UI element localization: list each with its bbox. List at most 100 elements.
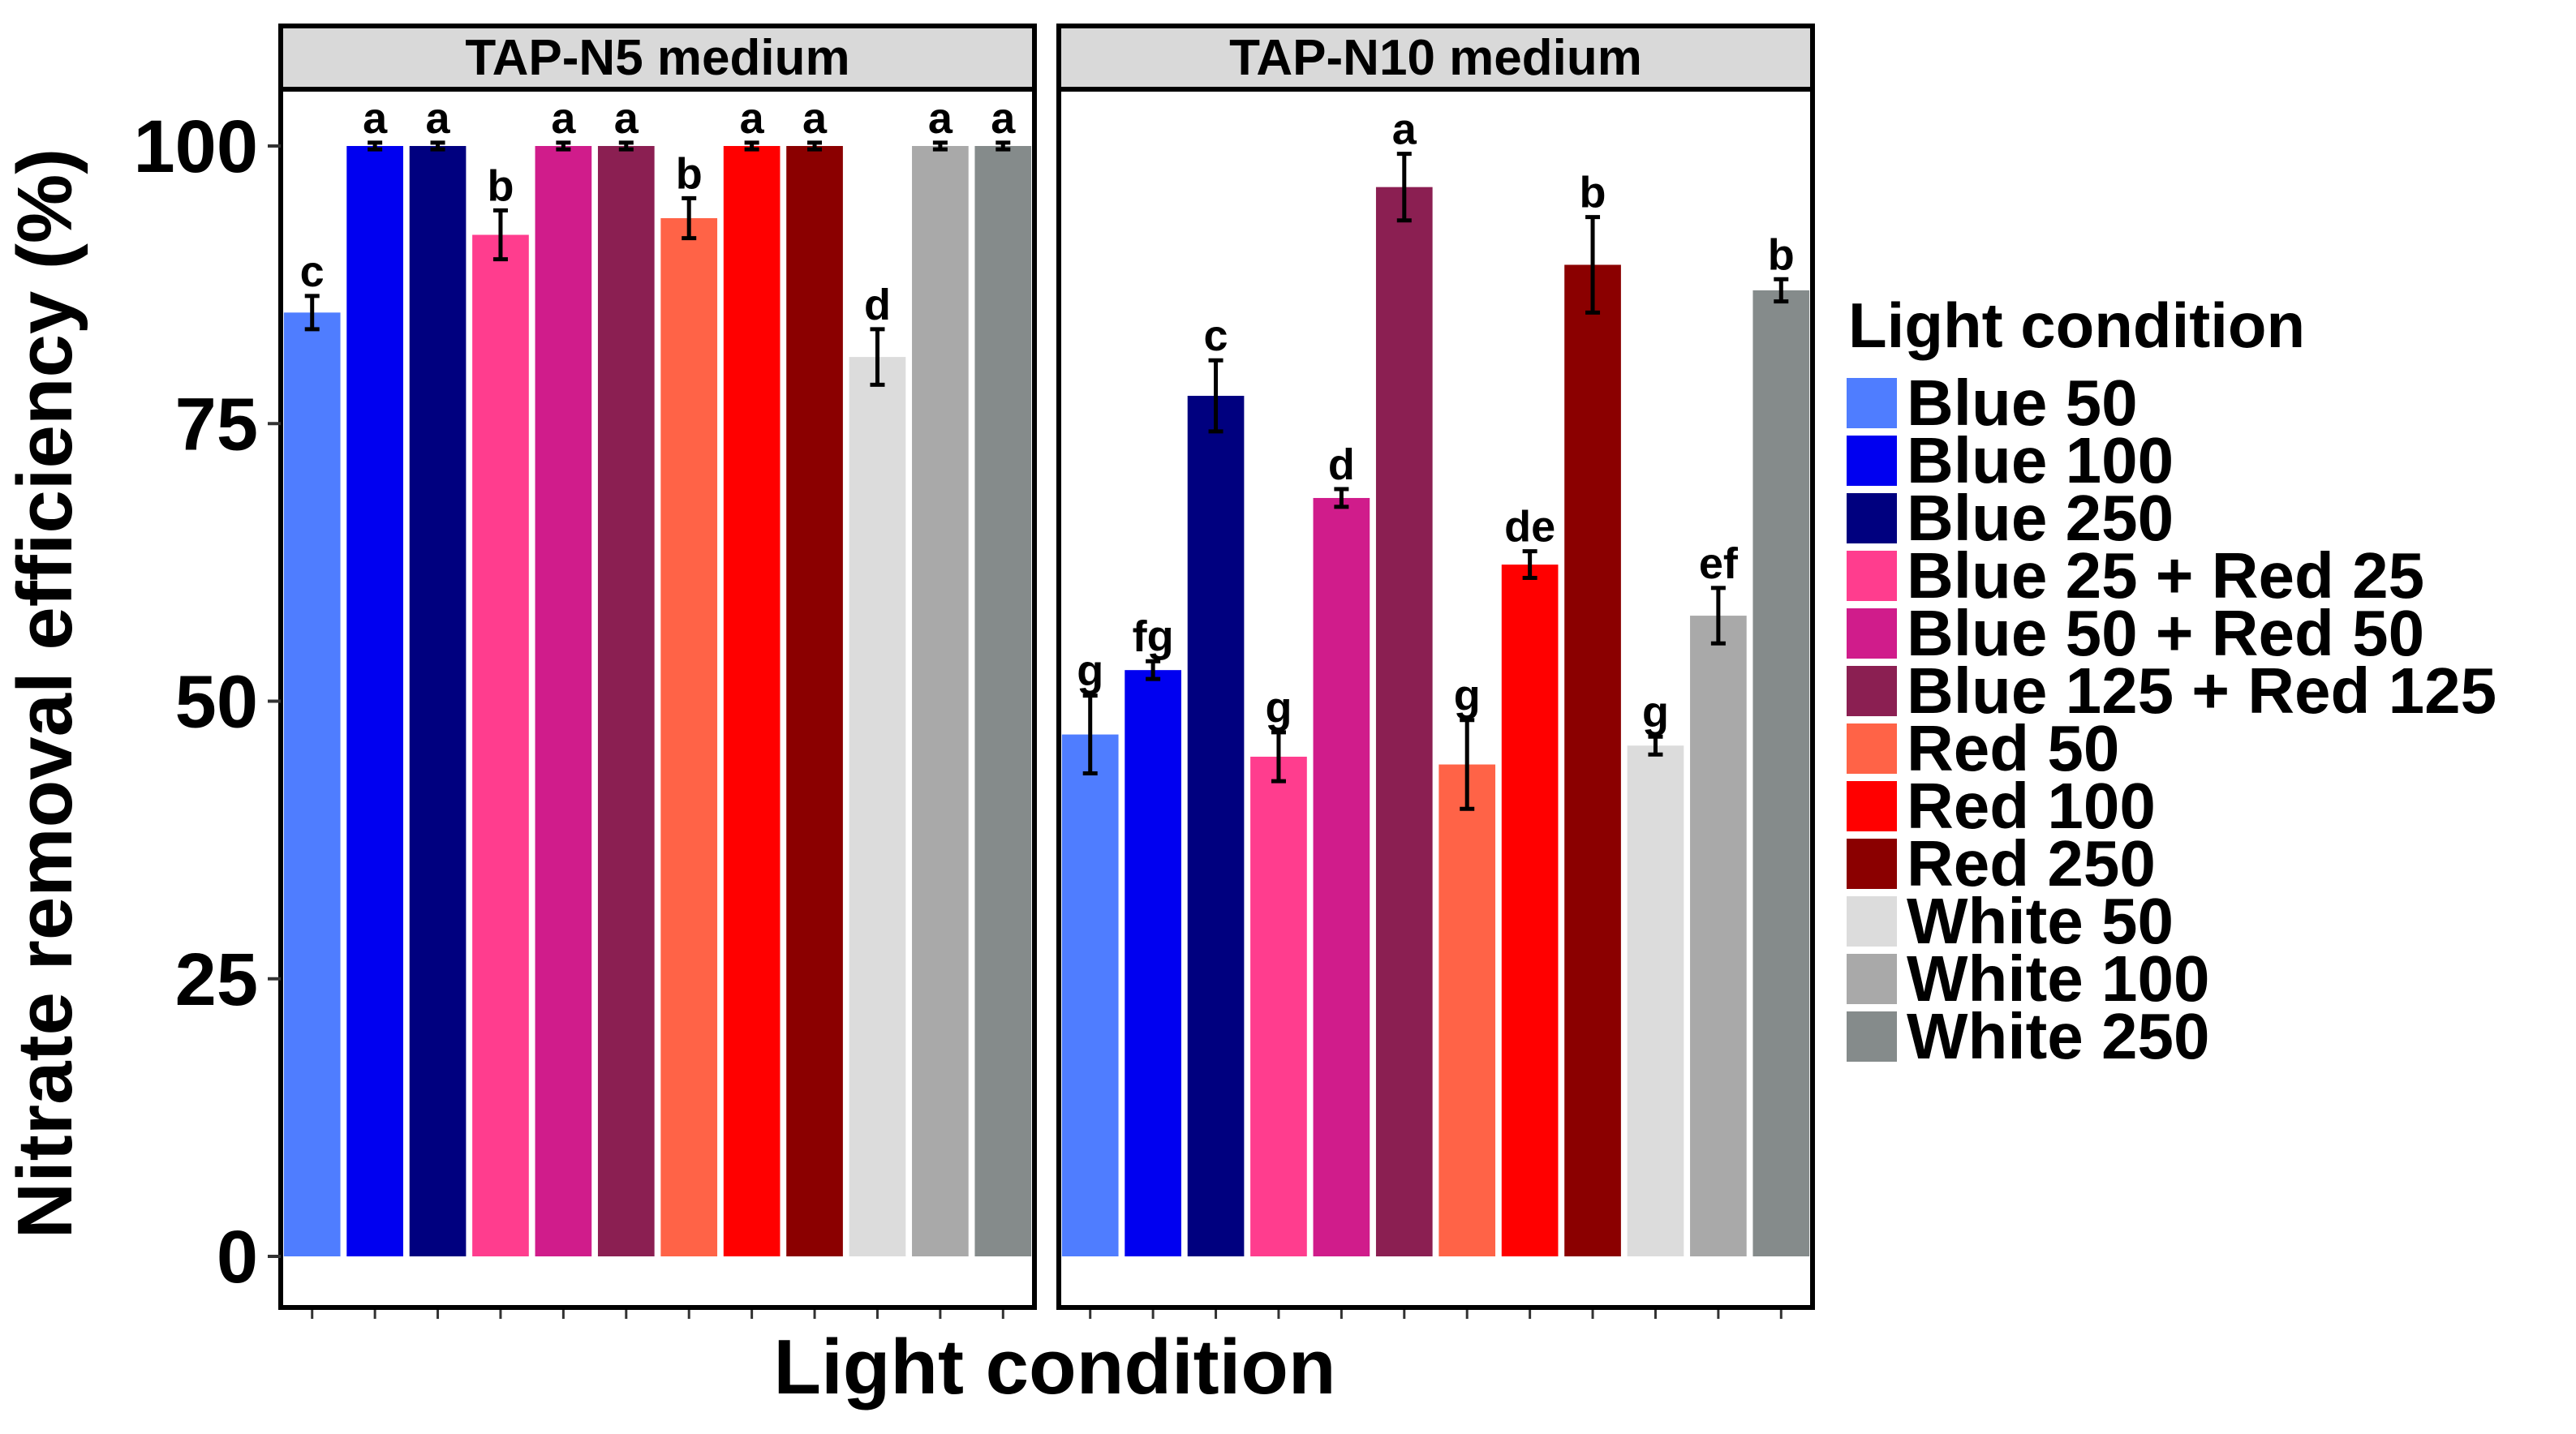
significance-label: b xyxy=(676,149,703,198)
bar-blue-100 xyxy=(1125,670,1181,1256)
legend-swatch xyxy=(1847,608,1897,659)
bar-blue-25-red-25 xyxy=(1250,756,1307,1256)
legend-swatch xyxy=(1847,493,1897,543)
significance-label: g xyxy=(1265,684,1292,732)
legend-label: Blue 100 xyxy=(1907,424,2174,496)
significance-label: a xyxy=(1392,105,1417,154)
legend-swatch xyxy=(1847,781,1897,831)
legend-swatch xyxy=(1847,666,1897,716)
y-tick-label: 0 xyxy=(217,1216,258,1299)
error-bar xyxy=(1208,358,1223,434)
bar-red-250 xyxy=(1564,264,1621,1256)
legend-item-red-250: Red 250 xyxy=(1847,827,2156,899)
y-tick-label: 75 xyxy=(175,383,258,466)
legend-swatch xyxy=(1847,723,1897,774)
legend-item-blue-50-red-50: Blue 50 + Red 50 xyxy=(1847,597,2424,669)
legend-swatch xyxy=(1847,436,1897,486)
legend-item-white-250: White 250 xyxy=(1847,1000,2209,1072)
bar-blue-250 xyxy=(409,146,467,1256)
bar-blue-25-red-25 xyxy=(472,234,529,1256)
legend-label: Blue 25 + Red 25 xyxy=(1907,539,2424,612)
error-bar xyxy=(618,140,634,152)
error-bar xyxy=(1146,659,1161,681)
significance-label: a xyxy=(802,94,828,143)
bar-blue-50-red-50 xyxy=(1313,497,1370,1256)
significance-label: a xyxy=(426,94,451,143)
bar-white-50 xyxy=(1627,745,1684,1256)
error-bar xyxy=(430,140,445,152)
significance-label: d xyxy=(1328,440,1355,489)
legend-swatch xyxy=(1847,954,1897,1004)
bar-red-50 xyxy=(1439,764,1496,1256)
significance-label: g xyxy=(1454,672,1481,720)
legend-swatch xyxy=(1847,839,1897,889)
significance-label: a xyxy=(614,94,639,143)
error-bar xyxy=(744,140,759,152)
error-bar xyxy=(492,208,508,262)
error-bar xyxy=(1522,549,1537,581)
bar-blue-250 xyxy=(1187,396,1245,1256)
legend-label: Red 100 xyxy=(1907,770,2156,842)
significance-label: a xyxy=(363,94,388,143)
significance-label: c xyxy=(300,247,325,296)
panel-background xyxy=(1059,89,1813,1307)
legend-title: Light condition xyxy=(1848,290,2305,361)
bar-red-100 xyxy=(723,146,781,1256)
legend-item-white-100: White 100 xyxy=(1847,942,2209,1015)
error-bar xyxy=(1396,152,1412,223)
legend-swatch xyxy=(1847,1011,1897,1062)
bar-white-250 xyxy=(1752,290,1810,1257)
panel-border xyxy=(278,87,1037,1310)
legend-swatch xyxy=(1847,378,1897,428)
significance-label: g xyxy=(1642,688,1669,736)
error-bar xyxy=(1460,718,1475,811)
significance-label: a xyxy=(928,94,953,143)
error-bar xyxy=(1585,215,1601,315)
bar-white-100 xyxy=(912,146,969,1256)
bar-white-250 xyxy=(974,146,1032,1256)
significance-label: a xyxy=(740,94,765,143)
panel-title: TAP-N5 medium xyxy=(465,30,849,86)
panel-title: TAP-N10 medium xyxy=(1229,30,1642,86)
y-axis: 0 25 50 75 100 xyxy=(134,105,281,1299)
legend-label: White 50 xyxy=(1907,885,2174,957)
legend-label: Blue 50 + Red 50 xyxy=(1907,597,2424,669)
error-bar xyxy=(304,294,320,332)
y-tick-label: 50 xyxy=(175,661,258,744)
y-tick-label: 100 xyxy=(134,105,259,188)
error-bar xyxy=(1648,734,1663,757)
significance-label: g xyxy=(1077,647,1103,696)
panel-background xyxy=(281,89,1034,1307)
error-bar xyxy=(996,140,1011,152)
legend-label: White 100 xyxy=(1907,942,2209,1015)
legend-label: Red 50 xyxy=(1907,712,2119,784)
legend-item-blue-50: Blue 50 xyxy=(1847,367,2138,439)
bar-blue-50 xyxy=(1061,734,1119,1256)
significance-label: a xyxy=(991,94,1016,143)
significance-label: a xyxy=(551,94,576,143)
error-bar xyxy=(682,195,697,241)
error-bar xyxy=(368,140,383,152)
bar-blue-125-red-125 xyxy=(597,146,655,1256)
legend-item-white-50: White 50 xyxy=(1847,885,2174,957)
legend-label: Blue 250 xyxy=(1907,482,2174,554)
x-axis-title: Light condition xyxy=(773,1324,1335,1410)
legend-swatch xyxy=(1847,896,1897,947)
legend-label: White 250 xyxy=(1907,1000,2209,1072)
legend-item-blue-250: Blue 250 xyxy=(1847,482,2174,554)
bar-red-250 xyxy=(786,146,843,1256)
error-bar xyxy=(932,140,948,152)
error-bar xyxy=(870,327,885,387)
significance-label: b xyxy=(1580,169,1606,217)
legend-label: Blue 125 + Red 125 xyxy=(1907,655,2496,727)
legend-swatch xyxy=(1847,551,1897,601)
significance-label: de xyxy=(1504,503,1555,552)
legend-item-red-50: Red 50 xyxy=(1847,712,2119,784)
bar-blue-50 xyxy=(283,312,341,1257)
legend-item-blue-100: Blue 100 xyxy=(1847,424,2174,496)
bar-red-50 xyxy=(660,217,718,1256)
